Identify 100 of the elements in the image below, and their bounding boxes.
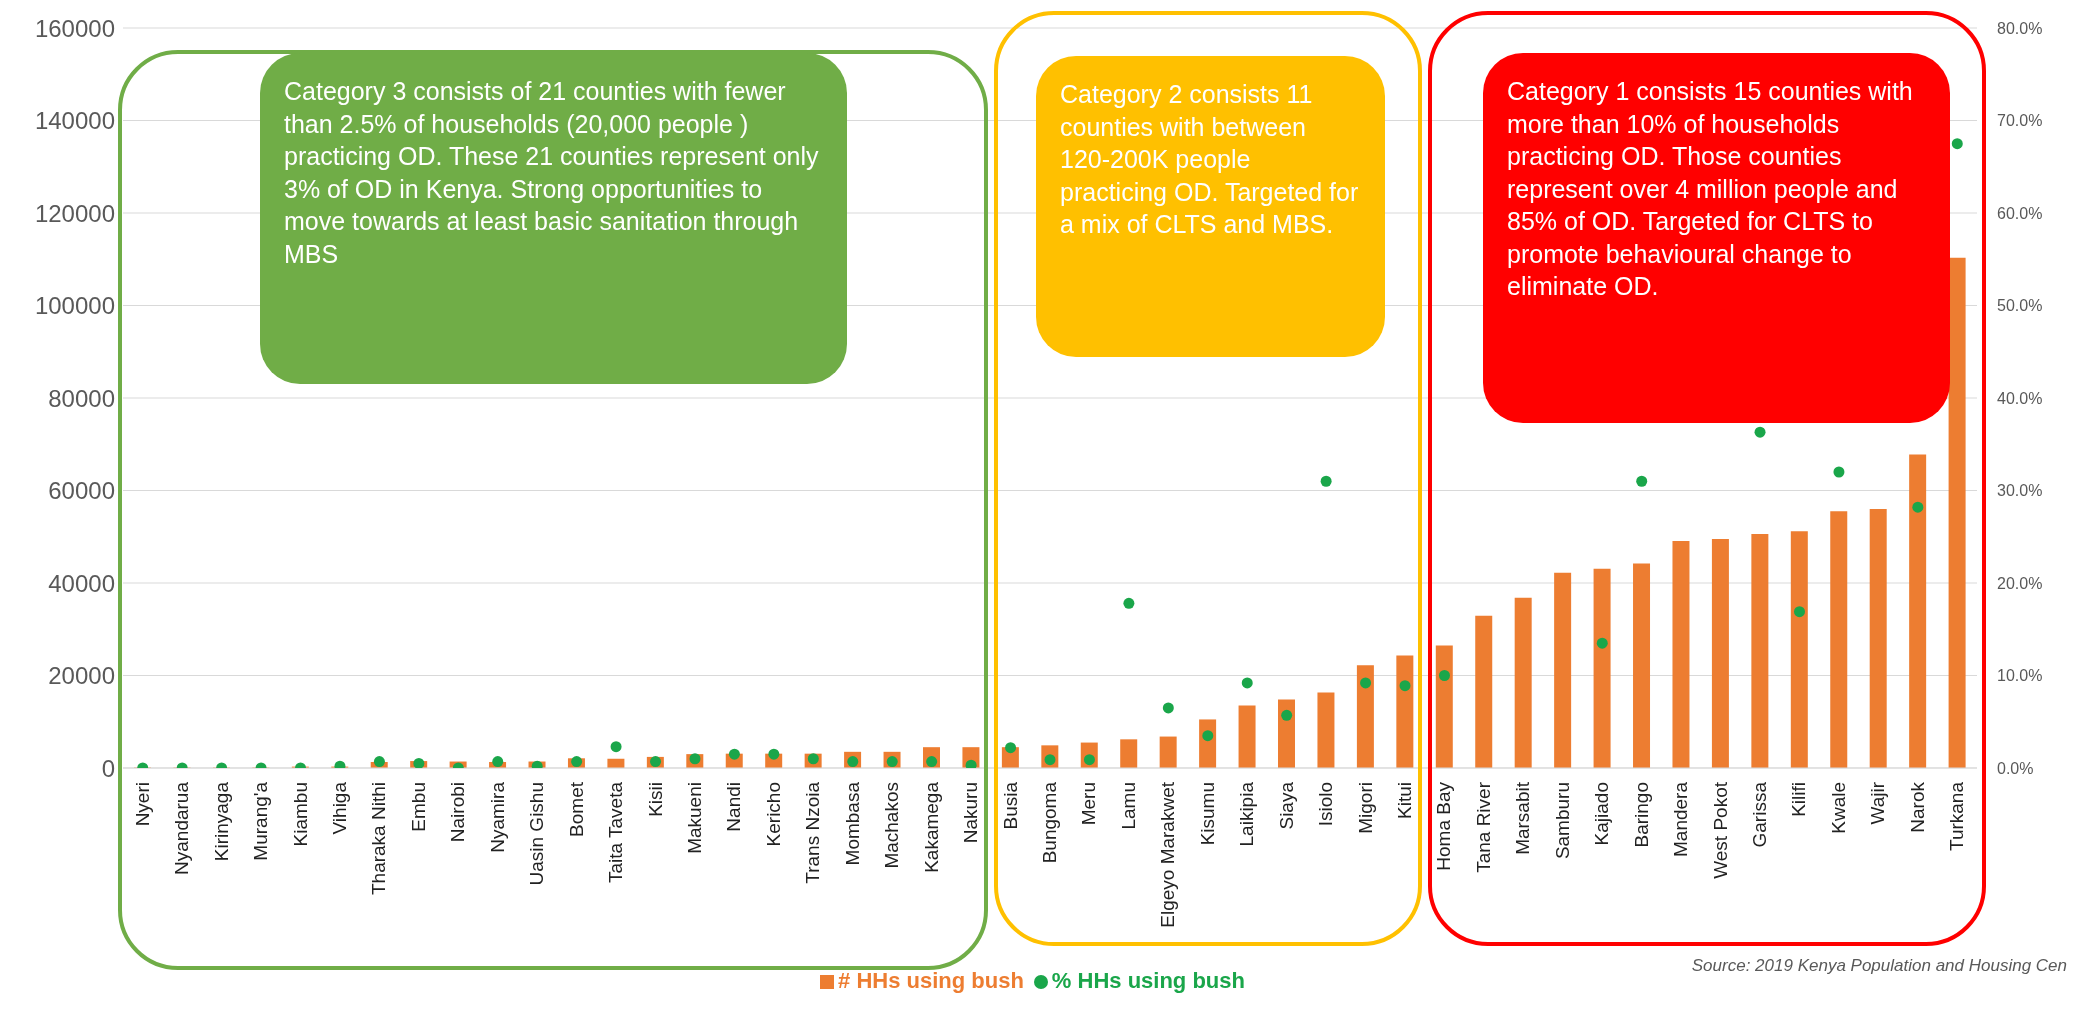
x-tick-label: Kajiado	[1591, 782, 1613, 846]
x-tick-label: Nyeri	[131, 782, 153, 827]
x-tick-label: Nyandarua	[171, 781, 193, 875]
x-tick-label: Elgeyo Marakwet	[1157, 781, 1179, 928]
x-tick-label: Tana River	[1472, 781, 1494, 873]
y-tick-label: 60000	[48, 477, 115, 505]
bar	[1238, 705, 1256, 768]
x-tick-label: Laikipia	[1236, 781, 1258, 847]
point	[728, 748, 740, 760]
x-tick-label: Uasin Gishu	[526, 782, 548, 886]
x-tick-label: Kiambu	[289, 782, 311, 847]
x-tick-label: Machakos	[881, 782, 903, 869]
x-tick-label: Nairobi	[447, 782, 469, 843]
point	[650, 756, 662, 768]
x-tick-label: Marsabit	[1512, 781, 1534, 855]
point	[1360, 677, 1372, 689]
x-tick-label: Garissa	[1749, 781, 1771, 848]
point	[1281, 709, 1293, 721]
callout-box: Category 3 consists of 21 counties with fewer than 2.5% of households (20,000 people ) practicing OD. These 21 counties represent only 3% of OD in Kenya. Strong opportunities to move towards at least basic sanitation through MBS	[260, 53, 847, 384]
point	[768, 748, 780, 760]
point	[1202, 730, 1214, 742]
point	[1438, 670, 1450, 681]
y2-tick-label: 0.0%	[1997, 759, 2034, 777]
legend-label: % HHs using bush	[1051, 968, 1245, 993]
point	[413, 757, 425, 768]
callout-box: Category 1 consists 15 counties with more than 10% of households practicing OD. Those counties represent over 4 million people and 85% of OD. Targeted for CLTS to promote behavioural change to eliminate OD.	[1483, 53, 1950, 423]
x-tick-label: Kisumu	[1196, 782, 1218, 846]
point	[1320, 475, 1332, 487]
bar	[1790, 531, 1808, 768]
point	[1951, 138, 1963, 150]
x-tick-label: Kericho	[762, 782, 784, 847]
bar	[1278, 699, 1295, 768]
x-tick-label: Mombasa	[841, 781, 863, 866]
x-tick-label: Makueni	[683, 782, 705, 854]
x-tick-label: Kitui	[1394, 782, 1416, 819]
point	[1833, 466, 1845, 478]
point	[1912, 501, 1924, 513]
x-tick-label: Kisii	[644, 782, 666, 817]
x-tick-label: Narok	[1906, 781, 1928, 833]
point	[1636, 475, 1648, 487]
bar	[1869, 509, 1887, 768]
y2-tick-label: 40.0%	[1997, 389, 2043, 407]
bar	[1672, 540, 1690, 768]
y2-tick-label: 20.0%	[1997, 574, 2043, 592]
x-tick-label: Nandi	[723, 782, 745, 832]
x-tick-label: Busia	[999, 781, 1021, 830]
x-tick-label: Kakamega	[920, 781, 942, 873]
x-tick-label: Lamu	[1117, 782, 1139, 830]
bar	[1554, 572, 1572, 768]
x-tick-label: Nyamira	[486, 781, 508, 853]
x-tick-label: Mandera	[1670, 781, 1692, 857]
point	[492, 756, 504, 768]
y-tick-label: 140000	[34, 107, 115, 135]
bar	[1633, 563, 1651, 768]
y2-tick-label: 10.0%	[1997, 667, 2043, 685]
bar	[1396, 655, 1414, 768]
bar	[1120, 739, 1138, 768]
x-tick-label: Siaya	[1275, 781, 1297, 830]
point	[571, 756, 583, 768]
bar	[1711, 539, 1729, 768]
bar	[1159, 736, 1177, 768]
y-tick-label: 20000	[48, 662, 115, 690]
callout-box: Category 2 consists 11 counties with between 120-200K people practicing OD. Targeted for a mix of CLTS and MBS.	[1036, 56, 1385, 357]
x-tick-label: Kirinyaga	[210, 781, 232, 862]
x-tick-label: Tharaka Nithi	[368, 782, 390, 895]
y-tick-label: 120000	[34, 199, 115, 227]
y-tick-label: 80000	[48, 384, 115, 412]
x-tick-label: Baringo	[1630, 782, 1652, 848]
x-tick-label: Wajir	[1867, 781, 1889, 825]
x-tick-label: Bomet	[565, 781, 587, 837]
point	[1596, 637, 1608, 649]
point	[373, 756, 385, 768]
bar	[1593, 568, 1611, 768]
x-tick-label: Embu	[407, 782, 429, 832]
x-tick-label: West Pokot	[1709, 781, 1731, 879]
y2-tick-label: 30.0%	[1997, 482, 2043, 500]
y2-tick-label: 80.0%	[1997, 19, 2043, 37]
x-tick-label: Meru	[1078, 782, 1100, 826]
x-tick-label: Kilifi	[1788, 782, 1810, 817]
x-tick-label: Taita Taveta	[605, 781, 627, 884]
bar	[1830, 511, 1848, 768]
x-tick-label: Migori	[1354, 782, 1376, 834]
x-tick-label: Vihiga	[328, 781, 350, 835]
y-tick-label: 160000	[34, 14, 115, 42]
point	[1162, 702, 1174, 714]
x-tick-label: Bungoma	[1039, 781, 1060, 864]
point	[1005, 742, 1017, 754]
point	[1123, 597, 1135, 609]
point	[1399, 680, 1411, 692]
bar	[1317, 692, 1335, 768]
source-note: Source: 2019 Kenya Population and Housing Cen	[1691, 956, 2067, 976]
legend-label: # HHs using bush	[838, 968, 1024, 993]
point	[1754, 426, 1766, 438]
x-tick-label: Homa Bay	[1433, 781, 1455, 871]
bar	[1948, 257, 1966, 768]
point	[1793, 606, 1805, 618]
bar	[1475, 615, 1493, 768]
bar	[1751, 533, 1769, 768]
y2-tick-label: 70.0%	[1997, 112, 2043, 130]
x-tick-label: Isiolo	[1315, 782, 1337, 827]
